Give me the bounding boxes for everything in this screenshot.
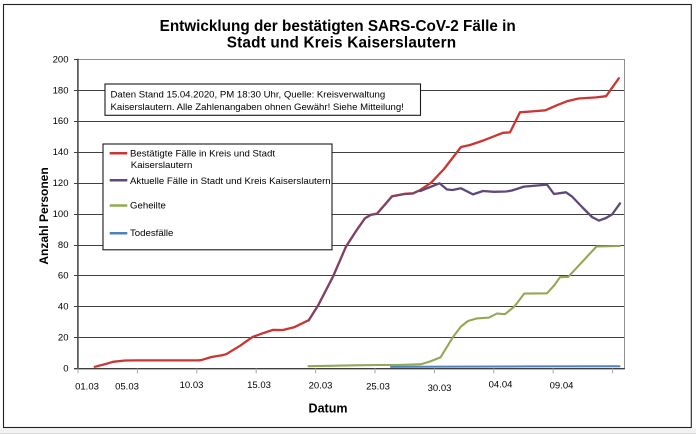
- svg-text:30.03: 30.03: [428, 383, 452, 394]
- svg-text:Geheilte: Geheilte: [130, 201, 166, 212]
- svg-text:200: 200: [53, 54, 69, 65]
- svg-text:160: 160: [53, 116, 69, 127]
- svg-text:01.03: 01.03: [75, 382, 99, 393]
- svg-text:Kaiserslautern. Alle Zahlenang: Kaiserslautern. Alle Zahlenangaben ohnen…: [111, 102, 404, 113]
- svg-text:180: 180: [53, 85, 69, 96]
- svg-text:100: 100: [53, 209, 69, 220]
- svg-text:Anzahl Personen: Anzahl Personen: [37, 167, 51, 264]
- svg-text:20: 20: [58, 333, 69, 344]
- svg-text:05.03: 05.03: [115, 382, 139, 393]
- svg-text:09.04: 09.04: [550, 381, 574, 392]
- svg-text:20.03: 20.03: [309, 381, 333, 392]
- svg-text:10.03: 10.03: [180, 380, 204, 391]
- svg-text:Todesfälle: Todesfälle: [130, 228, 173, 239]
- svg-text:Aktuelle Fälle in Stadt und Kr: Aktuelle Fälle in Stadt und Kreis Kaiser…: [130, 176, 331, 187]
- svg-text:25.03: 25.03: [366, 382, 390, 393]
- svg-text:60: 60: [58, 271, 69, 282]
- svg-text:Daten Stand 15.04.2020, PM 18:: Daten Stand 15.04.2020, PM 18:30 Uhr, Qu…: [111, 89, 386, 100]
- svg-text:40: 40: [58, 302, 69, 313]
- svg-text:Datum: Datum: [309, 402, 348, 416]
- svg-text:0: 0: [63, 363, 68, 374]
- svg-text:Stadt und Kreis Kaiserslautern: Stadt und Kreis Kaiserslautern: [227, 35, 457, 52]
- svg-text:04.04: 04.04: [489, 380, 513, 391]
- svg-text:Kaiserslautern: Kaiserslautern: [131, 160, 193, 171]
- svg-text:120: 120: [53, 178, 69, 189]
- svg-text:Entwicklung der bestätigten SA: Entwicklung der bestätigten SARS-CoV-2 F…: [160, 18, 516, 35]
- svg-text:140: 140: [53, 147, 69, 158]
- svg-text:80: 80: [58, 240, 69, 251]
- svg-text:15.03: 15.03: [247, 380, 271, 391]
- svg-text:Bestätigte Fälle in Kreis und: Bestätigte Fälle in Kreis und Stadt: [130, 149, 275, 160]
